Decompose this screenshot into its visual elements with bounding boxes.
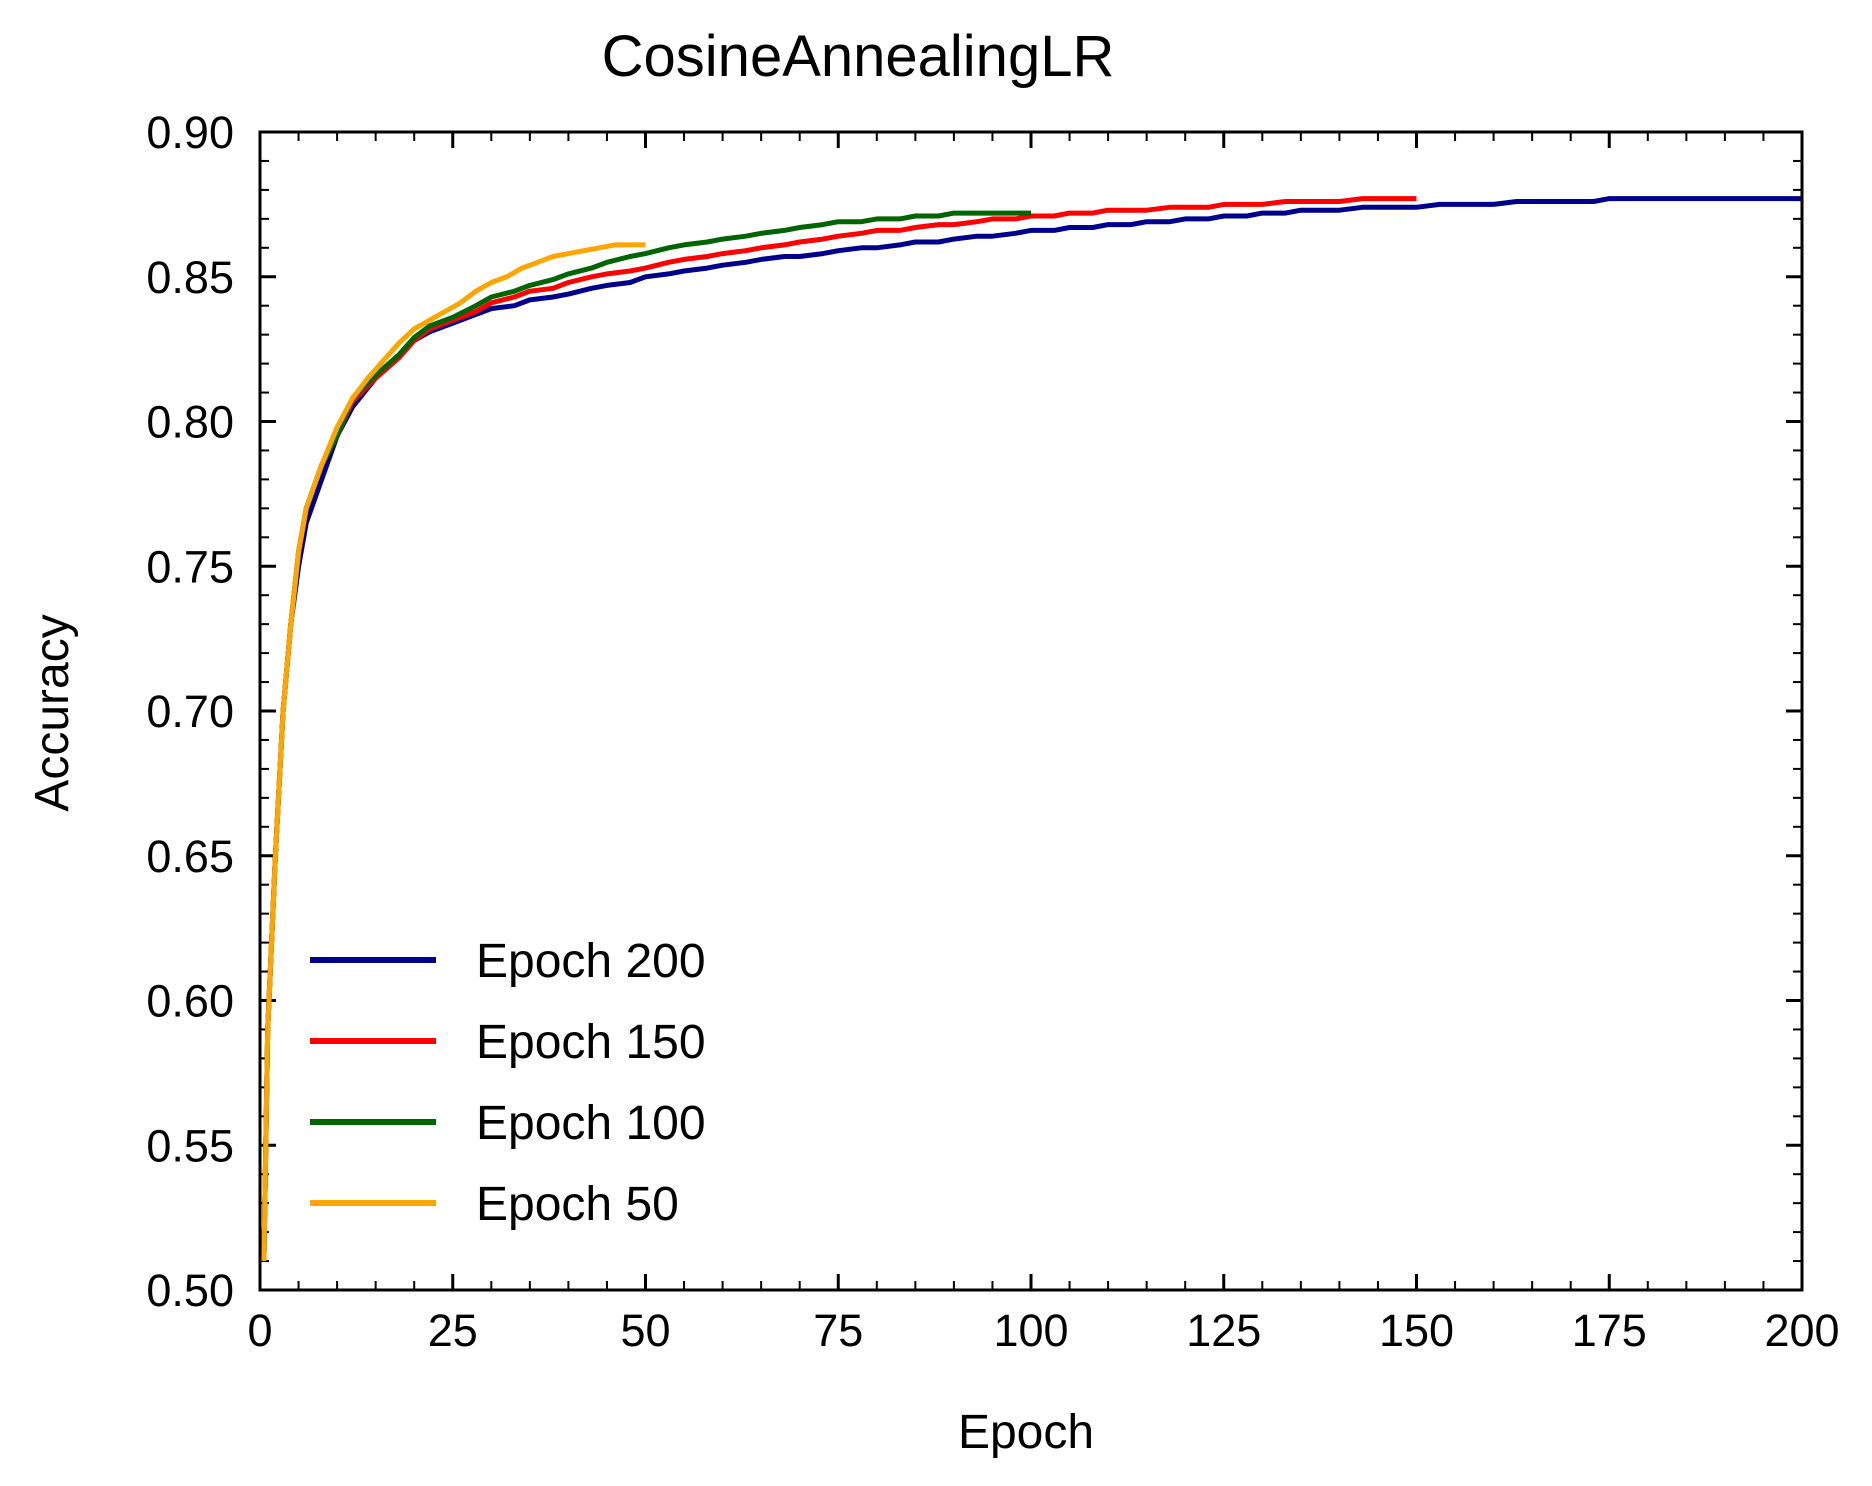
axis-ticks: 0 25 50 75 100 125 150 175 200 0.50 0.55 0.60 0.65 0.… [146, 107, 1839, 1356]
x-axis-label: Epoch [958, 1406, 1094, 1459]
x-tick-label: 0 [247, 1305, 272, 1356]
x-tick-label: 100 [993, 1305, 1068, 1356]
x-tick-label: 50 [620, 1305, 670, 1356]
y-tick-label: 0.60 [146, 976, 234, 1027]
chart-title: CosineAnnealingLR [602, 24, 1115, 89]
y-tick-label: 0.90 [146, 107, 234, 158]
legend-label-epoch-200: Epoch 200 [476, 935, 706, 988]
x-tick-label: 125 [1186, 1305, 1261, 1356]
y-tick-label: 0.70 [146, 686, 234, 737]
legend-label-epoch-100: Epoch 100 [476, 1097, 706, 1150]
y-tick-label: 0.85 [146, 252, 234, 303]
x-tick-label: 25 [428, 1305, 478, 1356]
y-tick-label: 0.55 [146, 1120, 234, 1171]
legend-label-epoch-50: Epoch 50 [476, 1178, 679, 1231]
legend: Epoch 200 Epoch 150 Epoch 100 Epoch 50 [310, 935, 706, 1231]
series-layer [261, 196, 1802, 1262]
plot-frame [258, 130, 1804, 1292]
y-tick-label: 0.80 [146, 397, 234, 448]
legend-label-epoch-150: Epoch 150 [476, 1016, 706, 1069]
series-line-epoch-200 [261, 196, 1802, 1262]
y-tick-label: 0.75 [146, 541, 234, 592]
x-tick-label: 175 [1572, 1305, 1647, 1356]
y-axis-label: Accuracy [26, 614, 79, 811]
x-tick-label: 75 [813, 1305, 863, 1356]
y-tick-label: 0.65 [146, 831, 234, 882]
x-tick-label: 150 [1379, 1305, 1454, 1356]
series-line-epoch-50 [261, 242, 646, 1262]
x-tick-label: 200 [1764, 1305, 1839, 1356]
y-tick-label: 0.50 [146, 1265, 234, 1316]
